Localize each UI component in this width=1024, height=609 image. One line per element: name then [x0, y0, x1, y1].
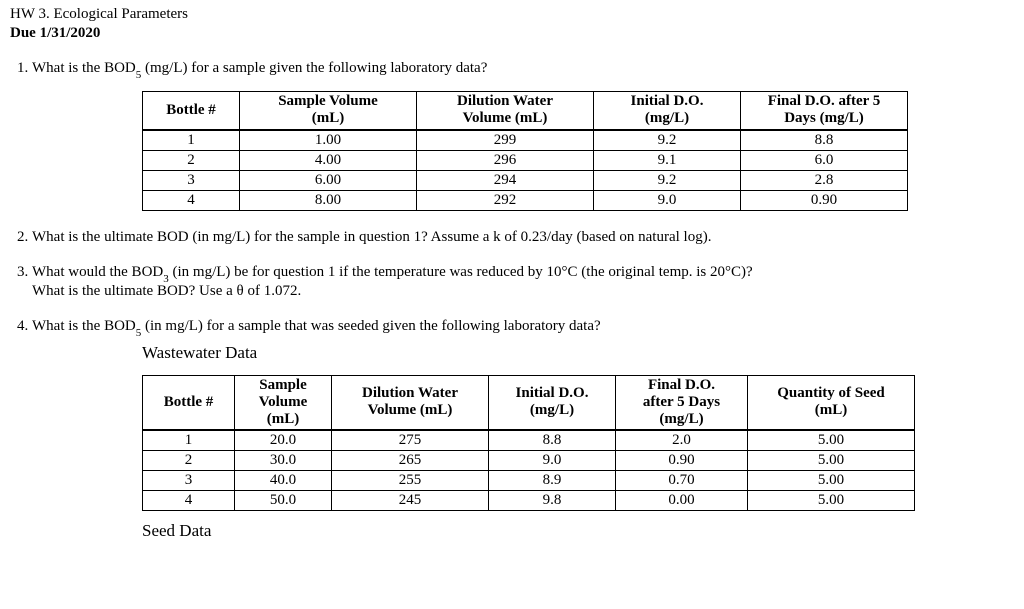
q3-line1: What would the BOD3 (in mg/L) be for que… — [32, 264, 753, 280]
q1-table: Bottle # Sample Volume(mL) Dilution Wate… — [142, 91, 908, 211]
t1-h-bottle: Bottle # — [143, 92, 240, 130]
t1-h-sample: Sample Volume(mL) — [240, 92, 417, 130]
t2-body: 120.02758.82.05.00 230.02659.00.905.00 3… — [143, 430, 915, 511]
q4-text: What is the BOD5 (in mg/L) for a sample … — [32, 318, 601, 334]
question-1: What is the BOD5 (mg/L) for a sample giv… — [32, 60, 1014, 211]
table-row: 450.02459.80.005.00 — [143, 491, 915, 511]
table-row: 24.002969.16.0 — [143, 150, 908, 170]
table-row: 11.002999.28.8 — [143, 130, 908, 151]
q1-pre: What is the BOD — [32, 60, 136, 76]
q4-table: Bottle # SampleVolume(mL) Dilution Water… — [142, 375, 915, 512]
t2-h-seed: Quantity of Seed(mL) — [748, 375, 915, 430]
question-3: What would the BOD3 (in mg/L) be for que… — [32, 264, 1014, 300]
q4-pre: What is the BOD — [32, 318, 136, 334]
table-row: 340.02558.90.705.00 — [143, 471, 915, 491]
t1-h-final: Final D.O. after 5Days (mg/L) — [741, 92, 908, 130]
q1-post: (mg/L) for a sample given the following … — [141, 60, 487, 76]
question-4: What is the BOD5 (in mg/L) for a sample … — [32, 318, 1014, 542]
q1-text: What is the BOD5 (mg/L) for a sample giv… — [32, 60, 487, 76]
q1-sub: 5 — [136, 69, 142, 81]
q2-text: What is the ultimate BOD (in mg/L) for t… — [32, 229, 711, 245]
doc-due-date: Due 1/31/2020 — [10, 25, 1014, 42]
q4-sub: 5 — [136, 327, 142, 339]
t2-h-dilution: Dilution WaterVolume (mL) — [332, 375, 489, 430]
t1-h-initial: Initial D.O.(mg/L) — [594, 92, 741, 130]
q4-caption-seed: Seed Data — [142, 521, 1014, 541]
q3-mid: (in mg/L) be for question 1 if the tempe… — [169, 264, 753, 280]
question-2: What is the ultimate BOD (in mg/L) for t… — [32, 229, 1014, 246]
table-row: 120.02758.82.05.00 — [143, 430, 915, 451]
table-row: 48.002929.00.90 — [143, 190, 908, 210]
question-list: What is the BOD5 (mg/L) for a sample giv… — [10, 60, 1014, 541]
q4-post: (in mg/L) for a sample that was seeded g… — [141, 318, 600, 334]
t2-h-final: Final D.O.after 5 Days(mg/L) — [616, 375, 748, 430]
table-row: 230.02659.00.905.00 — [143, 451, 915, 471]
t1-body: 11.002999.28.8 24.002969.16.0 36.002949.… — [143, 130, 908, 211]
t1-h-dilution: Dilution WaterVolume (mL) — [417, 92, 594, 130]
q3-pre: What would the BOD — [32, 264, 163, 280]
t2-h-bottle: Bottle # — [143, 375, 235, 430]
t2-h-sample: SampleVolume(mL) — [235, 375, 332, 430]
doc-title: HW 3. Ecological Parameters — [10, 6, 1014, 23]
q3-sub: 3 — [163, 273, 169, 285]
q4-caption-wastewater: Wastewater Data — [142, 343, 1014, 363]
t2-h-initial: Initial D.O.(mg/L) — [489, 375, 616, 430]
table-row: 36.002949.22.8 — [143, 170, 908, 190]
